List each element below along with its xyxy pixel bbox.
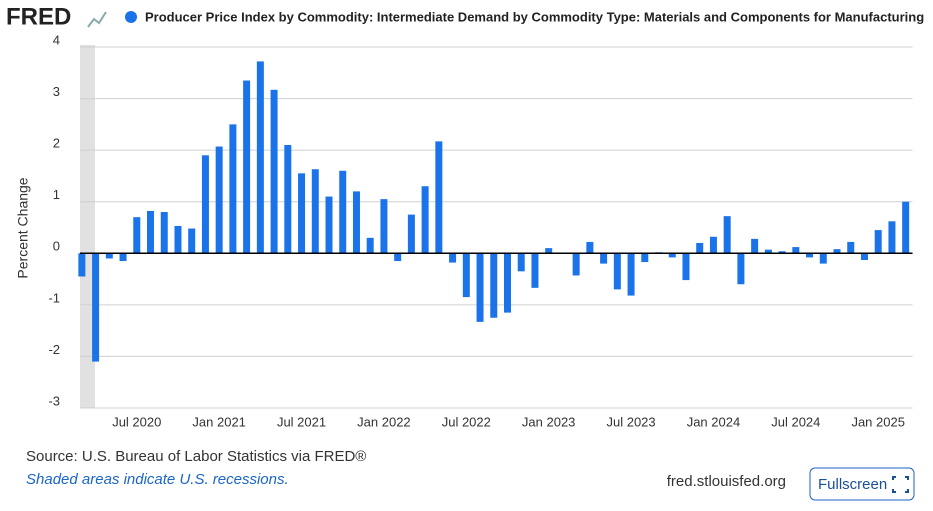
- y-tick-label: -1: [48, 290, 60, 305]
- bar: [352, 191, 360, 254]
- bar: [600, 253, 608, 264]
- x-tick-label: Jul 2023: [606, 414, 655, 429]
- bar: [476, 253, 484, 322]
- x-tick-label: Jul 2022: [442, 414, 491, 429]
- site-link[interactable]: fred.stlouisfed.org: [667, 473, 786, 490]
- bar: [366, 237, 374, 254]
- bar: [229, 124, 237, 254]
- legend-marker: [125, 11, 137, 23]
- bar: [778, 251, 786, 254]
- bar: [105, 253, 113, 259]
- recession-shade: [80, 45, 95, 408]
- y-tick-label: 0: [53, 239, 60, 254]
- bar: [92, 253, 100, 362]
- y-axis-label: Percent Change: [15, 177, 31, 278]
- brand-logo: FRED: [6, 3, 71, 30]
- bar: [874, 230, 882, 254]
- bar: [792, 247, 800, 254]
- bar: [517, 253, 525, 272]
- bar: [709, 236, 717, 254]
- bar: [586, 241, 594, 254]
- bar: [339, 170, 347, 254]
- bar: [174, 225, 182, 254]
- x-tick-label: Jul 2020: [112, 414, 161, 429]
- bar: [572, 253, 580, 276]
- bar: [613, 253, 621, 290]
- y-tick-label: -2: [48, 342, 60, 357]
- x-tick-label: Jan 2022: [357, 414, 411, 429]
- bar: [188, 228, 196, 254]
- bar: [806, 253, 814, 258]
- fullscreen-label[interactable]: Fullscreen: [818, 476, 887, 493]
- fullscreen-icon[interactable]: [892, 476, 909, 493]
- y-tick-label: 3: [53, 84, 60, 99]
- bar: [215, 146, 223, 254]
- y-tick-label: 1: [53, 187, 60, 202]
- bar: [737, 253, 745, 285]
- bar: [833, 249, 841, 254]
- bar: [627, 253, 635, 296]
- bar: [119, 253, 127, 262]
- bar: [243, 80, 251, 254]
- bar: [888, 221, 896, 254]
- x-tick-label: Jan 2021: [192, 414, 246, 429]
- bar: [394, 253, 402, 262]
- bar: [311, 169, 319, 254]
- x-tick-label: Jan 2025: [851, 414, 905, 429]
- bar: [860, 253, 868, 260]
- bar: [682, 253, 690, 281]
- bar: [847, 241, 855, 254]
- y-tick-label: -3: [48, 393, 60, 408]
- bar: [819, 253, 827, 264]
- bar: [78, 253, 86, 277]
- logo-icon: [87, 11, 107, 28]
- y-tick-label: 2: [53, 136, 60, 151]
- x-tick-label: Jul 2021: [277, 414, 326, 429]
- bar: [298, 173, 306, 254]
- bar: [407, 214, 415, 254]
- bar: [490, 253, 498, 318]
- x-tick-label: Jan 2024: [687, 414, 741, 429]
- bar: [641, 253, 649, 263]
- source: Source: U.S. Bureau of Labor Statistics …: [26, 448, 366, 465]
- bar: [380, 199, 388, 254]
- bar: [751, 238, 759, 254]
- bar: [256, 61, 264, 254]
- bar: [449, 253, 457, 263]
- bar: [902, 201, 910, 254]
- bar: [325, 196, 333, 254]
- bar: [531, 253, 539, 288]
- bar: [284, 144, 292, 254]
- fullscreen-button[interactable]: [809, 467, 915, 501]
- bar: [696, 242, 704, 254]
- bar: [421, 186, 429, 254]
- bar: [160, 212, 168, 254]
- bar: [668, 253, 676, 258]
- recession-note[interactable]: Shaded areas indicate U.S. recessions.: [26, 471, 289, 488]
- legend-label: Producer Price Index by Commodity: Inter…: [145, 9, 924, 24]
- bar: [147, 210, 155, 254]
- bar: [723, 216, 731, 254]
- bar: [462, 253, 470, 298]
- bar: [545, 248, 553, 254]
- x-tick-label: Jan 2023: [522, 414, 576, 429]
- y-tick-label: 4: [53, 32, 60, 47]
- x-tick-label: Jul 2024: [771, 414, 820, 429]
- bar: [133, 217, 141, 254]
- bar: [435, 141, 443, 254]
- bar: [201, 155, 209, 254]
- bar: [764, 249, 772, 254]
- bar: [503, 253, 511, 313]
- bar: [270, 89, 278, 254]
